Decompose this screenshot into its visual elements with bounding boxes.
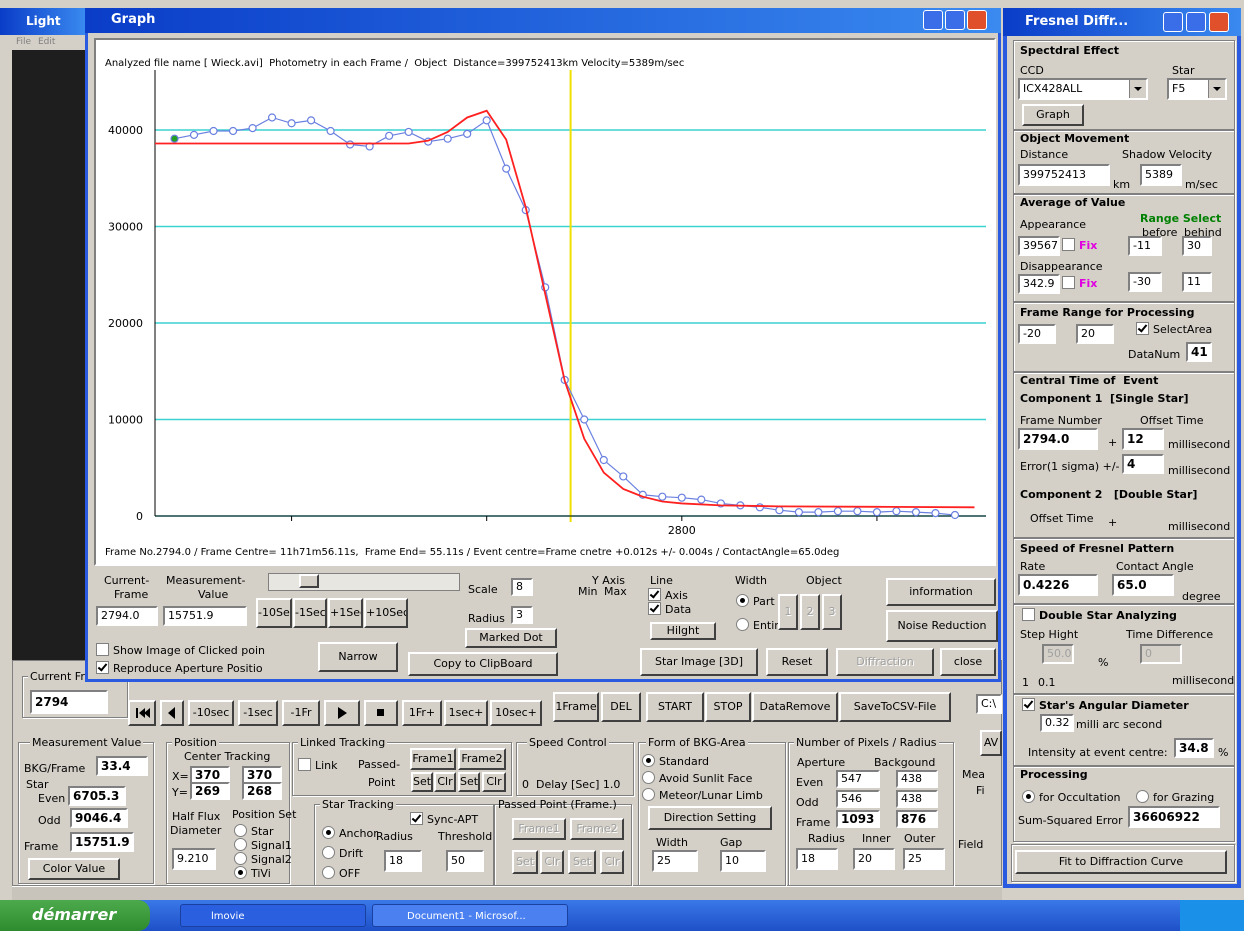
taskbar-label: lmovie xyxy=(211,910,245,923)
start-button[interactable]: démarrer xyxy=(0,900,150,931)
taskbar-label: Document1 - Microsof... xyxy=(407,910,526,923)
taskbar-layer: démarrer lmovie Document1 - Microsof... xyxy=(0,0,1244,931)
screen: Light File Edit Current Frame2794-10sec-… xyxy=(0,0,1244,931)
start-label: démarrer xyxy=(32,908,116,921)
taskbar-item[interactable]: Document1 - Microsof... xyxy=(372,904,568,927)
taskbar-item[interactable]: lmovie xyxy=(180,904,366,927)
system-tray xyxy=(1180,900,1244,931)
